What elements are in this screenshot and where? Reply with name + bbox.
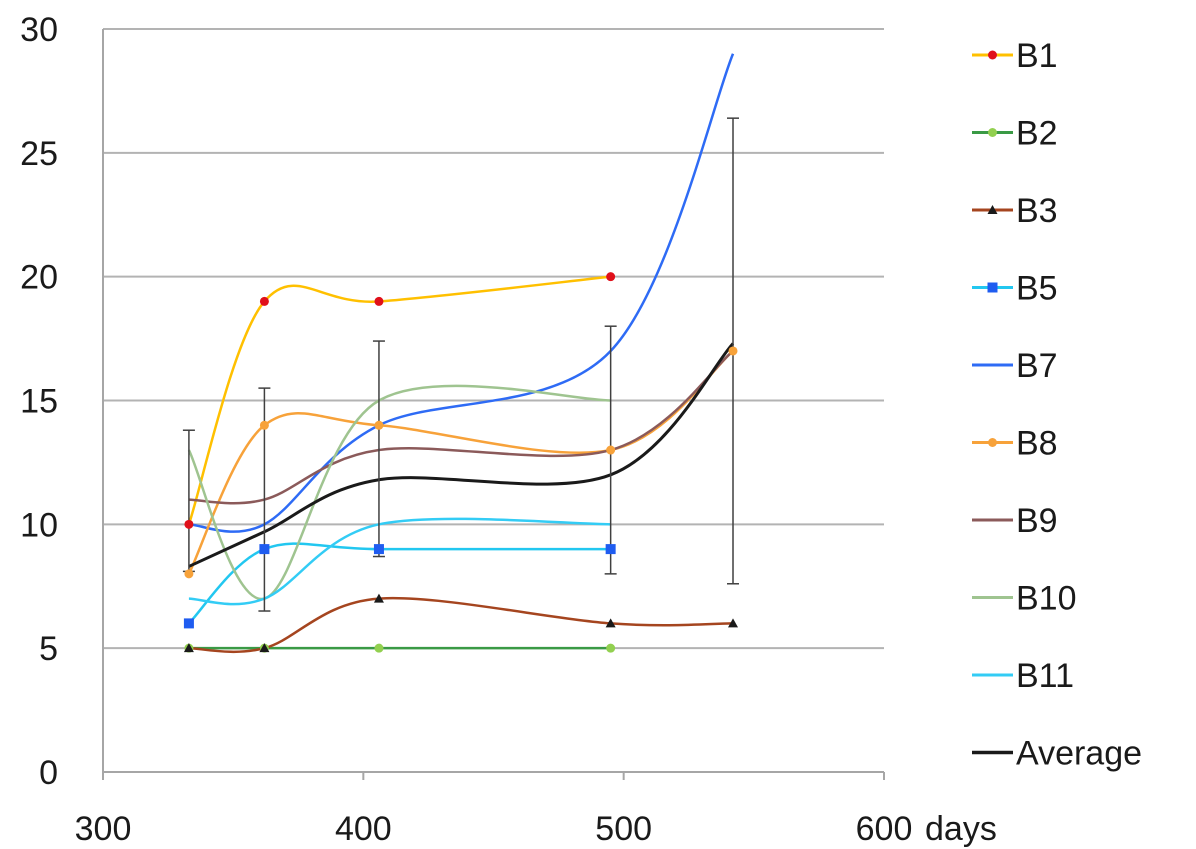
tick-labels: 0 5 10 15 20 25 30 300 400 500 600 [20, 11, 912, 848]
legend-item-b1: B1 [972, 37, 1058, 75]
legend-item-b10: B10 [972, 580, 1077, 618]
data-point-b3-2 [373, 593, 384, 603]
data-point-b5-3 [605, 544, 616, 555]
data-point-b8-2 [374, 420, 384, 430]
legend-marker-b3 [987, 205, 998, 214]
data-point-b8-4 [728, 346, 738, 356]
axes [102, 29, 885, 780]
data-point-b1-0 [184, 519, 194, 529]
legend-label-b10: B10 [1016, 580, 1077, 618]
data-point-b2-3 [606, 643, 616, 653]
data-point-b5-0 [183, 618, 194, 629]
legend-label-b5: B5 [1016, 270, 1058, 308]
legend-marker-b2 [988, 128, 997, 137]
legend-label-average: Average [1016, 735, 1142, 773]
y-tick-label-10: 10 [20, 506, 58, 544]
data-point-b1-2 [374, 296, 384, 306]
legend-item-b9: B9 [972, 502, 1058, 540]
series-line-b9 [188, 349, 734, 505]
legend-label-b9: B9 [1016, 502, 1058, 540]
y-tick-label-0: 0 [39, 754, 58, 792]
series-line-b5 [188, 542, 611, 625]
legend-item-b2: B2 [972, 115, 1058, 153]
data-point-b3-1 [259, 643, 270, 653]
legend-marker-b8 [988, 438, 997, 447]
series-lines [187, 53, 735, 654]
y-tick-label-30: 30 [20, 11, 58, 49]
data-point-b8-0 [184, 569, 194, 579]
data-point-b5-1 [259, 544, 270, 555]
legend-item-b3: B3 [972, 192, 1058, 230]
x-tick-label-300: 300 [75, 810, 132, 848]
data-point-b3-4 [728, 618, 739, 628]
legend-label-b7: B7 [1016, 347, 1058, 385]
data-point-b5-2 [373, 544, 384, 555]
legend-item-b7: B7 [972, 347, 1058, 385]
data-point-b3-0 [183, 643, 194, 653]
x-tick-label-400: 400 [335, 810, 392, 848]
y-tick-label-25: 25 [20, 135, 58, 173]
legend: B1 B2 B3 B5 B7 B8 B9 B10 B11 Average [972, 37, 1142, 773]
legend-item-b8: B8 [972, 425, 1058, 463]
data-point-b3-3 [605, 618, 616, 628]
legend-label-b1: B1 [1016, 37, 1058, 75]
data-markers [183, 272, 739, 653]
error-bar-average-2 [372, 340, 385, 558]
legend-label-b2: B2 [1016, 115, 1058, 153]
series-line-b3 [188, 596, 734, 654]
legend-item-b11: B11 [972, 657, 1074, 695]
legend-item-average: Average [972, 735, 1142, 773]
gridlines [103, 28, 884, 650]
legend-label-b8: B8 [1016, 425, 1058, 463]
series-line-average [188, 342, 735, 568]
x-tick-label-500: 500 [595, 810, 652, 848]
legend-label-b11: B11 [1016, 657, 1074, 695]
series-line-b1 [187, 275, 611, 525]
series-line-b8 [187, 349, 734, 575]
data-point-b8-1 [259, 420, 269, 430]
y-tick-label-5: 5 [39, 630, 58, 668]
x-axis-label: days [925, 810, 997, 848]
x-tick-label-600: 600 [856, 810, 913, 848]
data-point-b1-3 [606, 272, 616, 282]
y-tick-label-15: 15 [20, 383, 58, 421]
y-tick-label-20: 20 [20, 259, 58, 297]
legend-label-b3: B3 [1016, 192, 1058, 230]
data-point-b1-1 [259, 296, 269, 306]
legend-marker-b5 [987, 282, 998, 293]
legend-marker-b1 [988, 50, 997, 60]
data-point-b2-2 [374, 643, 384, 653]
error-bars [182, 117, 740, 612]
series-line-b11 [188, 517, 611, 606]
data-point-b8-3 [606, 445, 616, 455]
legend-item-b5: B5 [972, 270, 1058, 308]
